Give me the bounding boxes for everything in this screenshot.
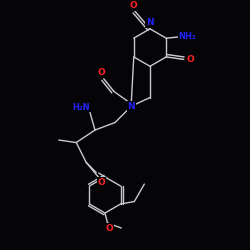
Text: O: O xyxy=(98,68,105,77)
Text: O: O xyxy=(186,55,194,64)
Text: O: O xyxy=(130,1,138,10)
Text: N: N xyxy=(128,102,135,111)
Text: O: O xyxy=(98,178,105,186)
Text: O: O xyxy=(106,224,114,233)
Text: H₂N: H₂N xyxy=(72,102,90,112)
Text: N: N xyxy=(146,18,154,27)
Text: NH₂: NH₂ xyxy=(179,32,196,42)
